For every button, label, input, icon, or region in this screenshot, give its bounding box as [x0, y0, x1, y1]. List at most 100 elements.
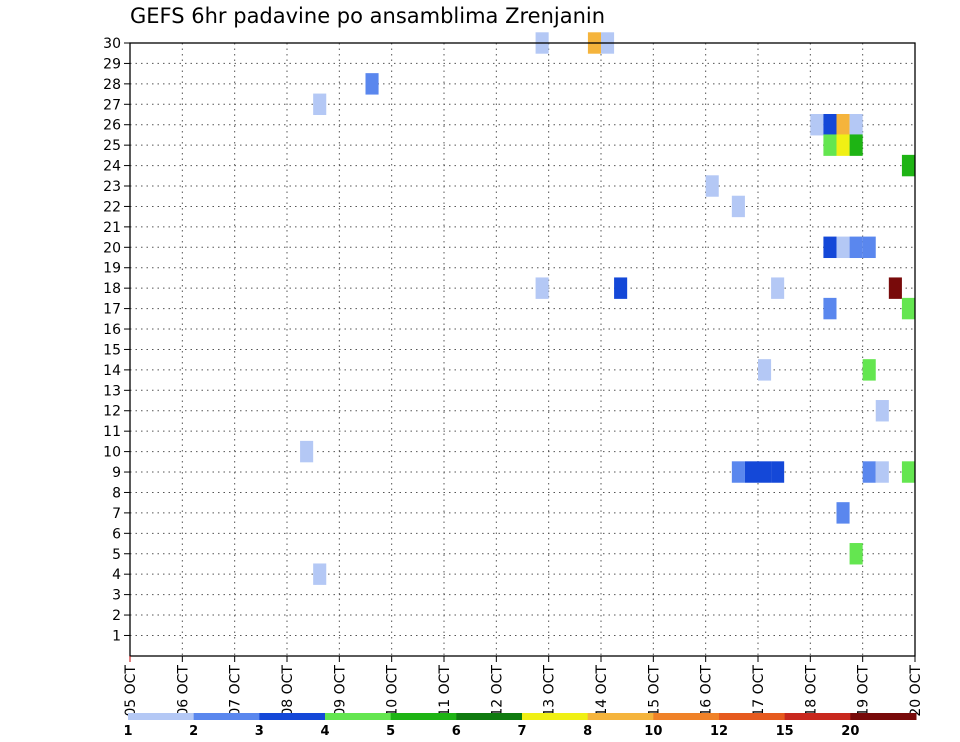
colorbar-label: 1 — [123, 724, 132, 739]
heatmap-cell — [771, 277, 785, 299]
grid-lines — [130, 42, 915, 656]
x-tick-label: 08 OCT — [280, 665, 296, 717]
y-tick-label: 20 — [103, 240, 121, 256]
heatmap-cell — [823, 134, 837, 156]
heatmap-cell — [836, 114, 850, 136]
heatmap-cell — [823, 114, 837, 136]
x-tick-label: 15 OCT — [646, 665, 662, 717]
colorbar-label: 6 — [452, 724, 461, 739]
heatmap-cell — [849, 236, 863, 259]
x-tick-label: 17 OCT — [751, 665, 767, 717]
heatmap-cell — [836, 236, 850, 259]
colorbar-swatch — [390, 713, 457, 720]
colorbar-label: 20 — [841, 724, 859, 739]
heatmap-cell — [535, 277, 549, 299]
colorbar-label: 5 — [386, 724, 395, 739]
colorbar: 1 2 3 4 5 6 7 8 10 12 15 20 — [123, 713, 917, 739]
heatmap-cell — [365, 73, 379, 95]
y-tick-label: 27 — [103, 97, 121, 113]
colorbar-label: 15 — [776, 724, 794, 739]
heatmap-cell — [849, 543, 863, 565]
colorbar-swatch — [850, 713, 917, 720]
x-tick-label: 05 OCT — [123, 665, 139, 717]
heatmap-cell — [758, 461, 772, 483]
y-tick-label: 24 — [103, 159, 121, 175]
data-cells — [300, 32, 915, 585]
heatmap-cell — [875, 461, 889, 483]
heatmap-cell — [731, 461, 745, 483]
y-tick-label: 8 — [112, 485, 121, 501]
colorbar-swatch — [587, 713, 654, 720]
y-tick-label: 11 — [103, 424, 121, 440]
heatmap-cell — [849, 134, 863, 156]
x-tick-label: 20 OCT — [908, 665, 924, 717]
plot-frame — [129, 42, 916, 657]
heatmap-cell — [875, 400, 889, 422]
colorbar-swatch — [719, 713, 786, 720]
x-axis: 05 OCT 06 OCT 07 OCT 08 OCT 09 OCT 10 OCT 11 O… — [123, 656, 924, 717]
colorbar-label: 10 — [644, 724, 662, 739]
heatmap-cell — [862, 461, 876, 483]
heatmap-cell — [862, 236, 876, 259]
y-tick-label: 15 — [103, 342, 121, 358]
y-tick-label: 22 — [103, 199, 121, 215]
heatmap-cell — [731, 195, 745, 218]
colorbar-swatch — [193, 713, 260, 720]
colorbar-label: 3 — [255, 724, 264, 739]
y-tick-label: 18 — [103, 281, 121, 297]
heatmap-cell — [862, 359, 876, 381]
heatmap-cell — [849, 114, 863, 136]
y-axis: 1234567891011121314151617181920212223242… — [103, 36, 130, 644]
y-tick-label: 16 — [103, 322, 121, 338]
y-tick-label: 25 — [103, 138, 121, 154]
heatmap-cell — [758, 359, 772, 381]
colorbar-label: 12 — [710, 724, 728, 739]
y-tick-label: 19 — [103, 261, 121, 277]
colorbar-swatch — [325, 713, 392, 720]
x-tick-label: 13 OCT — [542, 665, 558, 717]
colorbar-swatch — [456, 713, 523, 720]
x-tick-label: 07 OCT — [228, 665, 244, 717]
heatmap-cell — [313, 563, 327, 585]
y-tick-label: 14 — [103, 363, 121, 379]
y-tick-label: 3 — [112, 588, 121, 604]
y-tick-label: 12 — [103, 404, 121, 420]
y-tick-label: 29 — [103, 56, 121, 72]
x-tick-label: 14 OCT — [594, 665, 610, 717]
x-tick-label: 19 OCT — [856, 665, 872, 717]
x-tick-label: 12 OCT — [489, 665, 505, 717]
heatmap-cell — [771, 461, 785, 483]
heatmap-cell — [705, 175, 719, 197]
y-tick-label: 6 — [112, 526, 121, 542]
y-tick-label: 10 — [103, 445, 121, 461]
heatmap-cell — [836, 134, 850, 156]
y-tick-label: 21 — [103, 220, 121, 236]
y-tick-label: 28 — [103, 77, 121, 93]
y-tick-label: 9 — [112, 465, 121, 481]
y-tick-label: 30 — [103, 36, 121, 52]
colorbar-swatch — [784, 713, 851, 720]
heatmap-cell — [823, 236, 837, 259]
heatmap-cell — [300, 440, 314, 463]
heatmap-cell — [810, 114, 824, 136]
y-tick-label: 4 — [112, 567, 121, 583]
x-tick-label: 09 OCT — [332, 665, 348, 717]
x-tick-label: 11 OCT — [437, 665, 453, 717]
x-tick-label: 18 OCT — [803, 665, 819, 717]
heatmap-cell — [614, 277, 628, 299]
colorbar-label: 8 — [583, 724, 592, 739]
heatmap-cell — [744, 461, 758, 483]
y-tick-label: 26 — [103, 118, 121, 134]
colorbar-swatch — [259, 713, 326, 720]
colorbar-swatch — [128, 713, 195, 720]
y-tick-label: 1 — [112, 628, 121, 644]
heatmap-cell — [901, 297, 915, 320]
y-tick-label: 17 — [103, 302, 121, 318]
colorbar-label: 4 — [320, 724, 329, 739]
heatmap-cell — [901, 461, 915, 483]
y-tick-label: 7 — [112, 506, 121, 522]
x-tick-label: 16 OCT — [699, 665, 715, 717]
x-tick-label: 06 OCT — [175, 665, 191, 717]
chart-title: GEFS 6hr padavine po ansamblima Zrenjani… — [130, 4, 606, 28]
